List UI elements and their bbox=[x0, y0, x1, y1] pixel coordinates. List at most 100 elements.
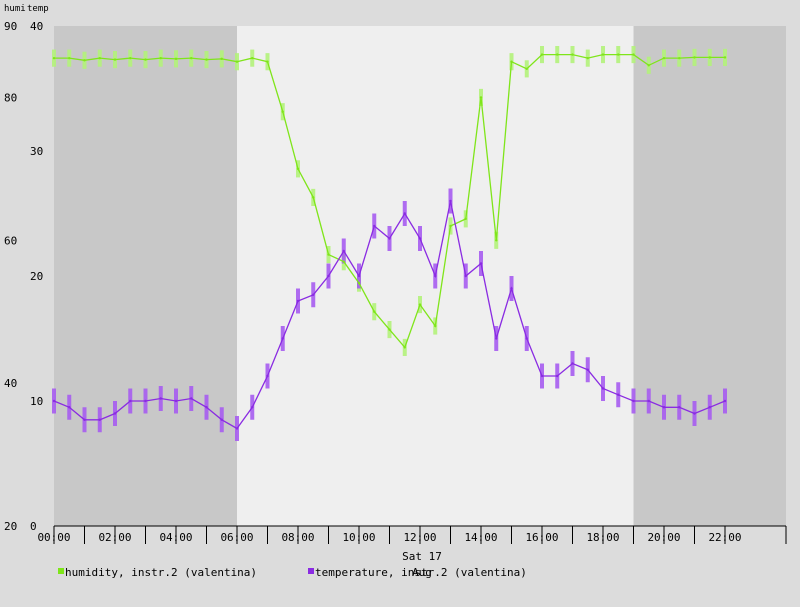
y-temp-tick-label: 10 bbox=[30, 395, 43, 408]
humidity-point bbox=[312, 196, 315, 199]
temperature-point bbox=[68, 406, 71, 409]
humidity-point bbox=[403, 346, 406, 349]
humidity-point bbox=[510, 60, 513, 63]
y-temp-tick-label: 30 bbox=[30, 145, 43, 158]
y-temp-tick-label: 0 bbox=[30, 520, 37, 533]
temperature-point bbox=[617, 393, 620, 396]
temperature-point bbox=[373, 224, 376, 228]
temperature-point bbox=[495, 337, 498, 340]
humidity-point bbox=[342, 260, 345, 263]
series-lines bbox=[52, 53, 727, 430]
humidity-point bbox=[251, 56, 254, 60]
x-tick-label: 10:00 bbox=[342, 531, 375, 544]
temperature-point bbox=[708, 406, 711, 409]
temperature-point bbox=[601, 387, 605, 390]
humidity-point bbox=[723, 56, 727, 59]
y-humi-tick-label: 90 bbox=[4, 20, 17, 33]
humidity-point bbox=[144, 58, 147, 61]
humidity-point bbox=[678, 56, 681, 60]
humi-axis-label: humi bbox=[4, 4, 26, 14]
x-date-label-2: Aug bbox=[412, 566, 432, 579]
temperature-point bbox=[510, 287, 513, 290]
temperature-point bbox=[647, 399, 650, 403]
legend: humidity, instr.2 (valentina) temperatur… bbox=[58, 566, 527, 579]
temperature-point bbox=[464, 274, 467, 278]
humidity-point bbox=[708, 56, 711, 59]
x-tick-label: 18:00 bbox=[586, 531, 619, 544]
temperature-point bbox=[296, 299, 300, 303]
temperature-point bbox=[556, 374, 559, 378]
humidity-point bbox=[662, 56, 666, 60]
temperature-point bbox=[190, 397, 193, 400]
temperature-point bbox=[388, 237, 391, 240]
humidity-point bbox=[220, 57, 223, 61]
x-tick-label: 00:00 bbox=[37, 531, 70, 544]
humidity-point bbox=[129, 56, 132, 60]
night-shade-1 bbox=[633, 26, 786, 526]
x-tick-label: 12:00 bbox=[403, 531, 436, 544]
temperature-point bbox=[632, 399, 635, 403]
humidity-point bbox=[327, 253, 330, 256]
humidity-point bbox=[647, 64, 650, 67]
temperature-point bbox=[662, 406, 666, 409]
humidity-point bbox=[190, 56, 193, 60]
x-ticks: 00:00 02:00 04:00 06:00 08:00 10:00 12:00 14:00… bbox=[37, 526, 787, 544]
humidity-point bbox=[586, 56, 589, 60]
humidity-point bbox=[495, 239, 498, 242]
humidity-point bbox=[540, 53, 544, 56]
temperature-point bbox=[571, 362, 574, 365]
legend-humidity-swatch bbox=[58, 568, 64, 574]
temperature-point bbox=[159, 397, 162, 400]
humidity-point bbox=[632, 53, 635, 56]
temperature-point bbox=[479, 262, 483, 265]
temperature-point bbox=[129, 399, 132, 403]
humidity-point bbox=[296, 167, 300, 171]
y-humi-tick-label: 40 bbox=[4, 377, 17, 390]
x-tick-label: 16:00 bbox=[525, 531, 558, 544]
temperature-point bbox=[98, 418, 101, 421]
humidity-point bbox=[113, 58, 117, 61]
legend-temperature-swatch bbox=[308, 568, 314, 574]
temperature-point bbox=[403, 212, 406, 215]
humidity-point bbox=[68, 56, 71, 60]
temperature-point bbox=[113, 412, 117, 415]
y-humi-tick-label: 20 bbox=[4, 520, 17, 533]
y-temp-tick-label: 20 bbox=[30, 270, 43, 283]
legend-humidity-label: humidity, instr.2 (valentina) bbox=[65, 566, 257, 579]
humidity-point bbox=[373, 310, 376, 313]
humidity-point bbox=[464, 217, 467, 221]
humidity-point bbox=[434, 324, 437, 328]
temperature-point bbox=[235, 427, 239, 430]
humidity-point bbox=[556, 53, 559, 56]
temperature-point bbox=[327, 274, 330, 278]
legend-temperature-label: temperature, instr.2 (valentina) bbox=[315, 566, 527, 579]
x-tick-label: 06:00 bbox=[220, 531, 253, 544]
temperature-point bbox=[220, 418, 223, 421]
night-shade-0 bbox=[54, 26, 237, 526]
humidity-point bbox=[479, 96, 483, 99]
temperature-point bbox=[678, 406, 681, 409]
humidity-point bbox=[693, 56, 696, 59]
temperature-point bbox=[342, 249, 345, 253]
x-tick-label: 08:00 bbox=[281, 531, 314, 544]
humidity-point bbox=[235, 60, 239, 63]
temperature-point bbox=[525, 337, 528, 340]
humidity-point bbox=[159, 56, 162, 60]
x-tick-label: 04:00 bbox=[159, 531, 192, 544]
x-tick-label: 20:00 bbox=[647, 531, 680, 544]
temperature-point bbox=[52, 399, 56, 403]
temperature-point bbox=[723, 399, 727, 403]
humidity-point bbox=[98, 56, 101, 60]
humidity-point bbox=[266, 60, 269, 63]
night-shading bbox=[54, 26, 786, 526]
humidity-point bbox=[617, 53, 620, 56]
temperature-point bbox=[174, 399, 178, 403]
temperature-point bbox=[266, 374, 269, 378]
x-tick-label: 22:00 bbox=[708, 531, 741, 544]
humidity-point bbox=[525, 67, 528, 71]
temperature-point bbox=[251, 406, 254, 409]
humidity-point bbox=[601, 53, 605, 56]
x-tick-label: 14:00 bbox=[464, 531, 497, 544]
temperature-point bbox=[205, 406, 208, 409]
